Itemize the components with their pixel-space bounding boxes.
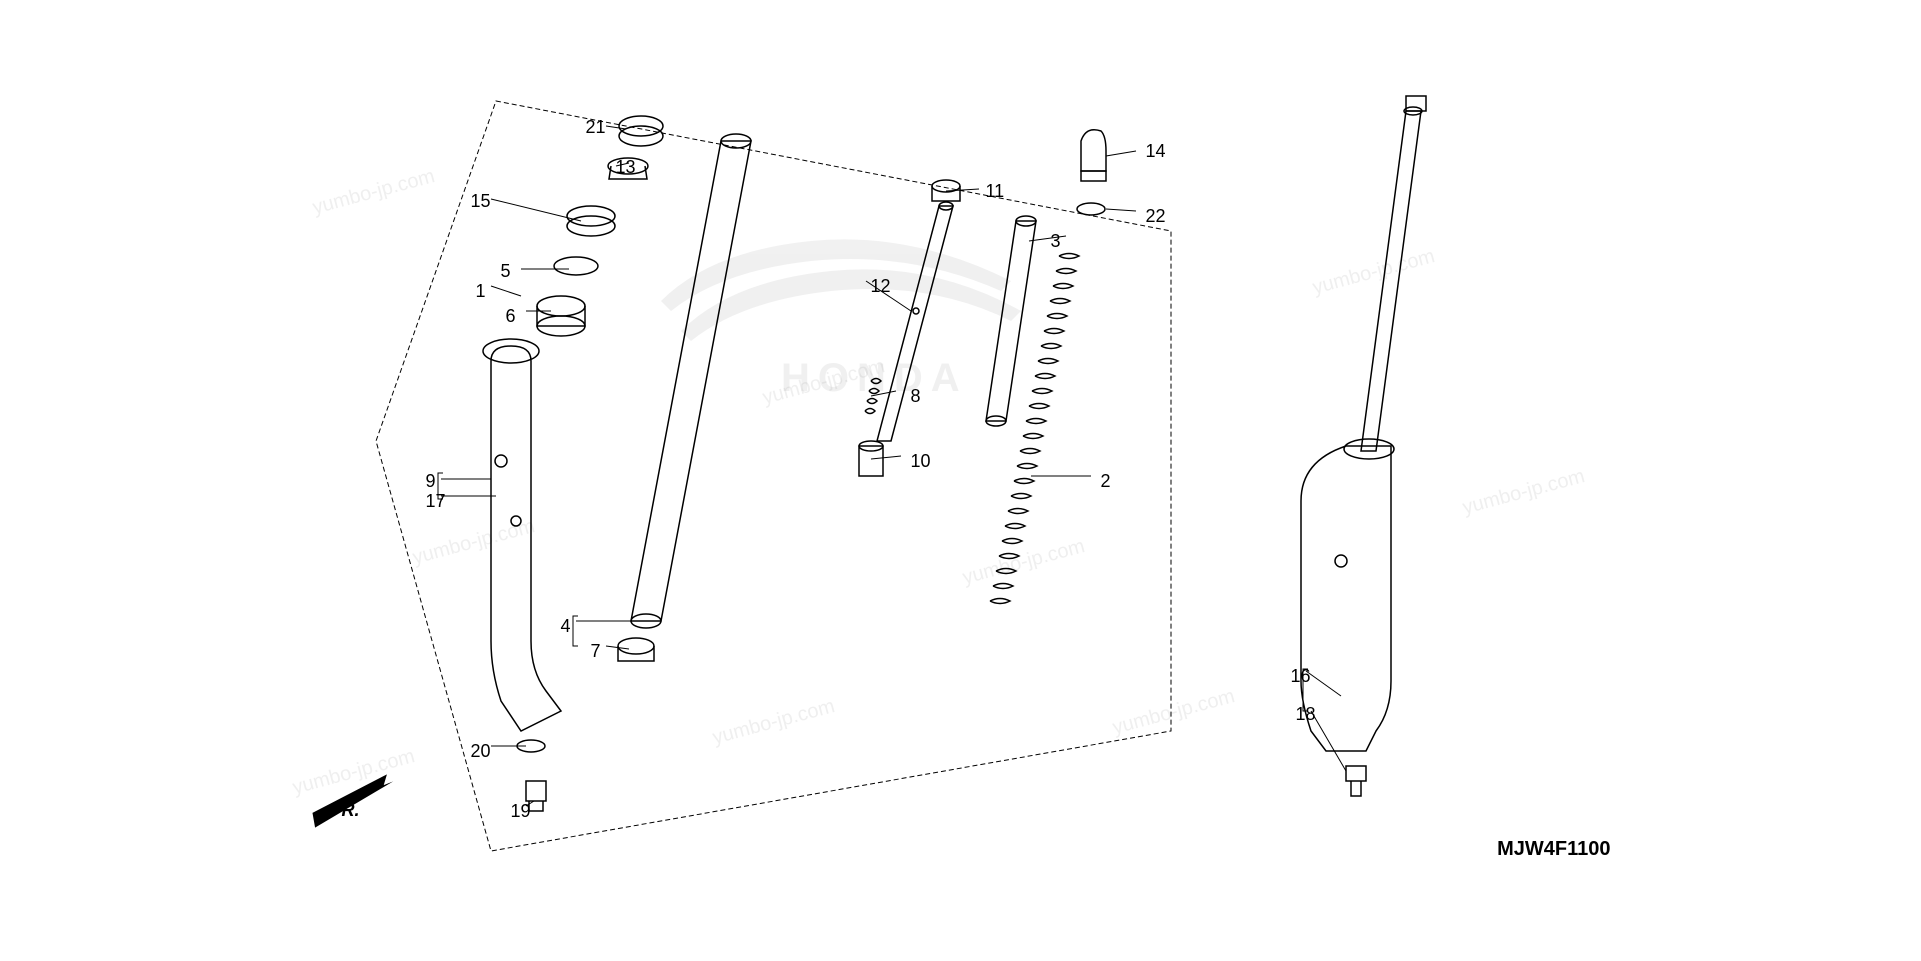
part-label-15: 15 [471, 191, 491, 212]
part-label-21: 21 [586, 117, 606, 138]
part-label-4: 4 [561, 616, 571, 637]
fr-indicator: FR. [331, 800, 360, 821]
part-label-10: 10 [911, 451, 931, 472]
part-label-1: 1 [476, 281, 486, 302]
part-label-6: 6 [506, 306, 516, 327]
fork-assembly-right [1301, 96, 1426, 796]
part-label-16: 16 [1291, 666, 1311, 687]
inner-tube [618, 134, 751, 661]
damper-rod [859, 180, 960, 476]
part-label-18: 18 [1296, 704, 1316, 725]
part-label-14: 14 [1146, 141, 1166, 162]
part-label-17: 17 [426, 491, 446, 512]
part-label-20: 20 [471, 741, 491, 762]
part-label-3: 3 [1051, 231, 1061, 252]
part-label-2: 2 [1101, 471, 1111, 492]
part-label-11: 11 [986, 181, 1005, 202]
diagram-image: yumbo-jp.com yumbo-jp.com yumbo-jp.com y… [211, 81, 1711, 881]
part-label-8: 8 [911, 386, 921, 407]
diagram-code: MJW4F1100 [1497, 838, 1610, 861]
part-label-13: 13 [616, 157, 636, 178]
part-label-7: 7 [591, 641, 601, 662]
cap-assembly [1077, 129, 1106, 214]
part-label-22: 22 [1146, 206, 1166, 227]
part-label-9: 9 [426, 471, 436, 492]
diagram-container: yumbo-jp.com yumbo-jp.com yumbo-jp.com y… [0, 0, 1921, 961]
part-label-19: 19 [511, 801, 531, 822]
fork-leg-left [483, 116, 663, 811]
part-label-5: 5 [501, 261, 511, 282]
part-label-12: 12 [871, 276, 891, 297]
